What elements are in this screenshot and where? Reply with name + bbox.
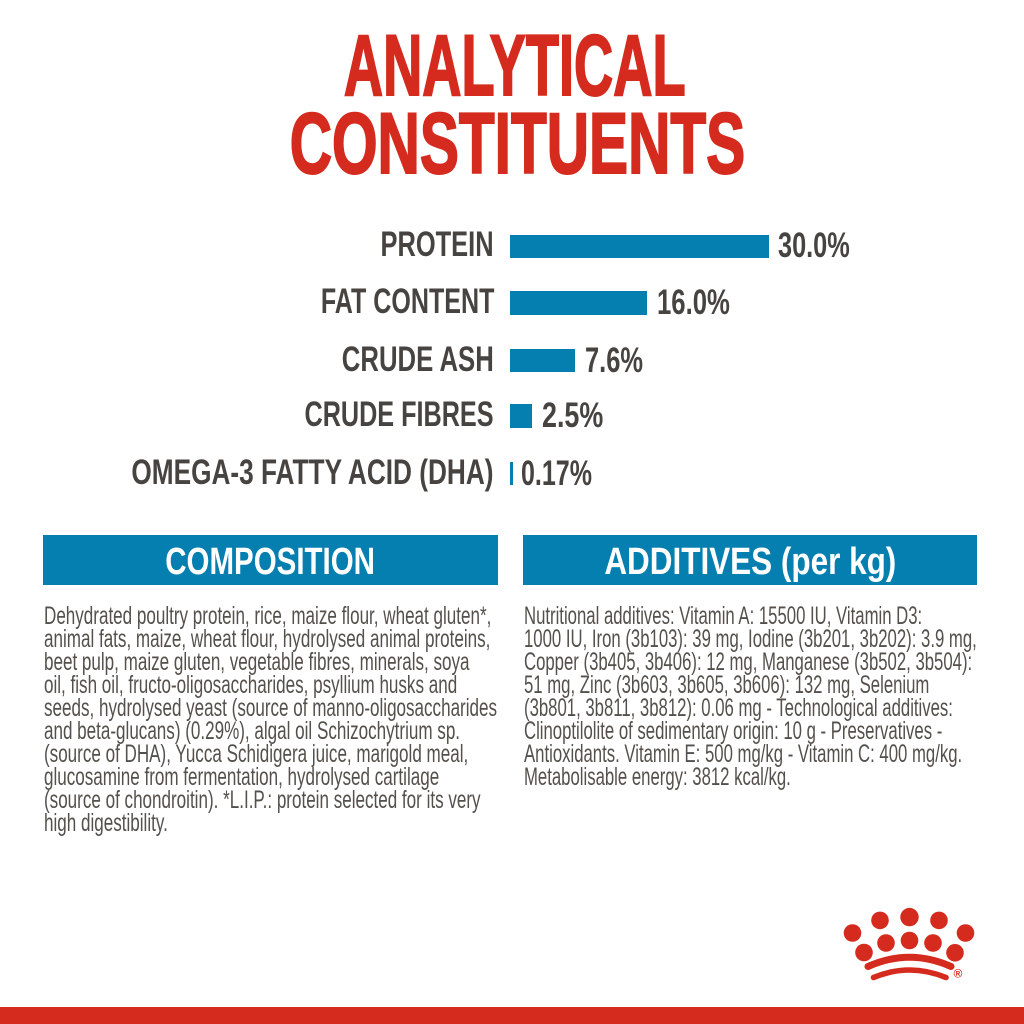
svg-text:®: ® — [954, 967, 963, 981]
